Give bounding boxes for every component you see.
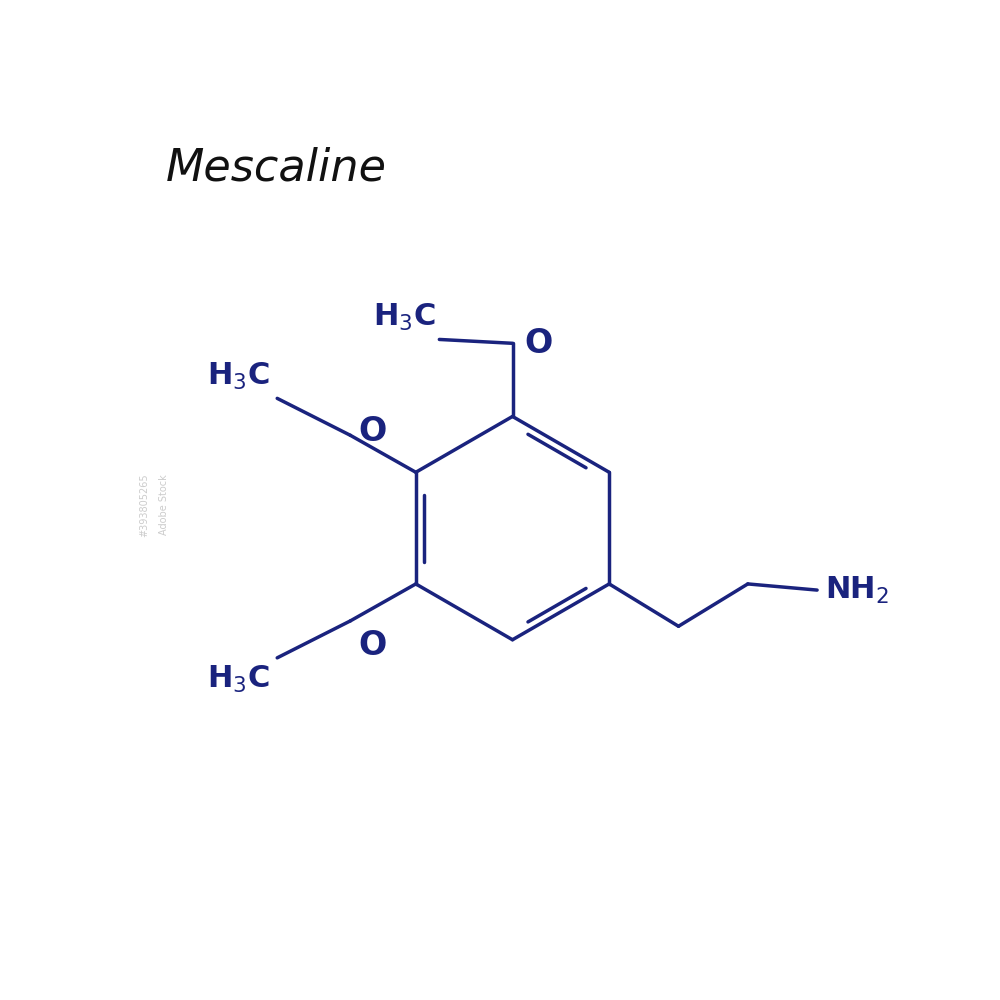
Text: O: O — [525, 327, 553, 360]
Text: O: O — [358, 629, 386, 662]
Text: Adobe Stock: Adobe Stock — [159, 475, 169, 535]
Text: H$_3$C: H$_3$C — [207, 664, 270, 695]
Text: NH$_2$: NH$_2$ — [825, 575, 889, 606]
Text: Mescaline: Mescaline — [166, 147, 387, 190]
Text: O: O — [358, 415, 386, 448]
Text: H$_3$C: H$_3$C — [207, 361, 270, 392]
Text: H$_3$C: H$_3$C — [373, 302, 436, 333]
Text: #393805265: #393805265 — [139, 473, 149, 537]
